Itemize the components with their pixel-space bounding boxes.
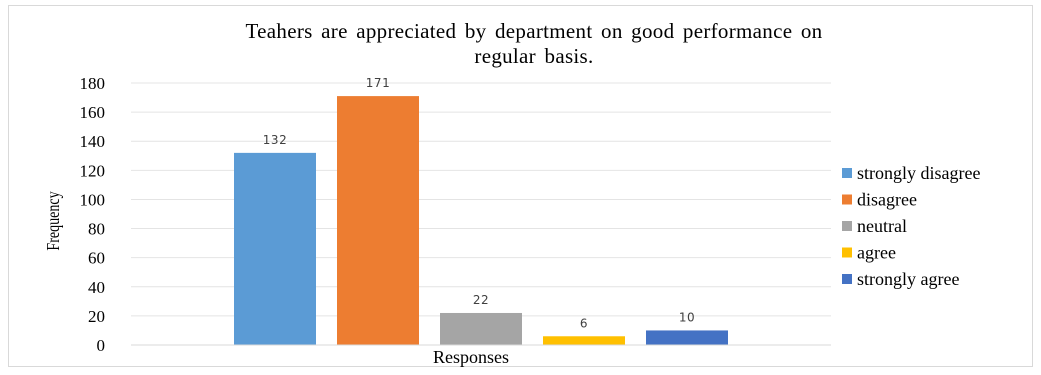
bars [234, 96, 728, 345]
y-tick-label: 120 [80, 161, 106, 180]
data-label: 10 [679, 310, 695, 324]
chart-title-line-1: Teahers are appreciated by department on… [246, 19, 823, 43]
y-axis-title: Frequency [45, 191, 64, 250]
data-label: 6 [580, 316, 588, 330]
legend-label: disagree [857, 190, 917, 210]
legend-label: neutral [857, 216, 907, 236]
bar-strongly-disagree [234, 152, 316, 345]
data-label: 132 [263, 133, 287, 147]
y-tick-label: 60 [88, 249, 105, 268]
x-axis-title: Responses [433, 347, 509, 367]
legend-label: strongly disagree [857, 163, 980, 183]
data-labels: 132 171 22 6 10 [263, 76, 695, 330]
bar-agree [543, 336, 625, 345]
y-tick-label: 140 [80, 132, 106, 151]
legend-label: strongly agree [857, 269, 959, 289]
legend-swatch [842, 274, 852, 284]
bar-strongly-agree [646, 330, 728, 345]
chart-frame: Teahers are appreciated by department on… [8, 5, 1033, 367]
y-tick-label: 0 [97, 336, 106, 355]
legend-swatch [842, 168, 852, 178]
bar-chart: Teahers are appreciated by department on… [45, 19, 981, 367]
y-axis-ticks: 0 20 40 60 80 100 120 140 160 180 [80, 74, 106, 355]
legend-swatch [842, 221, 852, 231]
legend-swatch [842, 194, 852, 205]
y-tick-label: 20 [88, 307, 105, 326]
y-tick-label: 100 [80, 190, 106, 209]
data-label: 22 [473, 293, 489, 307]
legend-label: agree [857, 243, 896, 263]
y-tick-label: 40 [88, 278, 105, 297]
chart-title-line-2: regular basis. [474, 44, 593, 68]
legend-swatch [842, 247, 852, 258]
data-label: 171 [366, 76, 390, 90]
bar-neutral [440, 312, 522, 345]
bar-disagree [337, 96, 419, 345]
legend: strongly disagree disagree neutral agree str… [842, 163, 980, 289]
y-tick-label: 180 [80, 74, 106, 93]
y-tick-label: 160 [80, 103, 106, 122]
y-tick-label: 80 [88, 220, 105, 239]
